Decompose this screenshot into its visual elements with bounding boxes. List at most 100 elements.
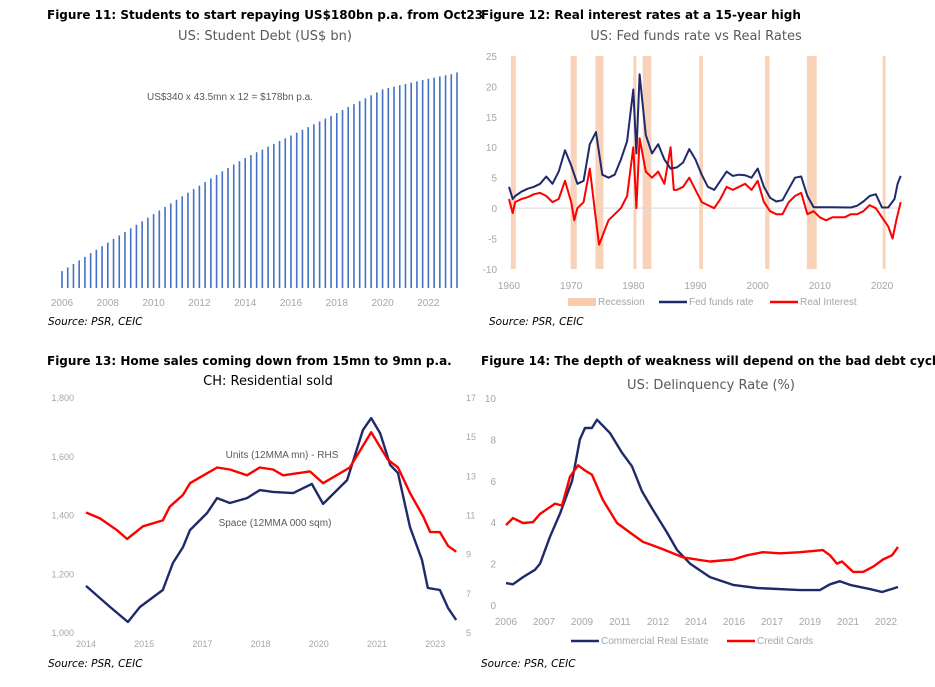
y-left-tick-label: 1,200 (51, 569, 74, 579)
student-debt-bar (347, 107, 350, 288)
student-debt-bar (129, 228, 132, 288)
student-debt-bar (250, 155, 252, 288)
student-debt-bar (364, 98, 367, 288)
student-debt-bar (353, 104, 355, 288)
figure-13-source: Source: PSR, CEIC (48, 658, 143, 670)
y-tick-label: 20 (486, 82, 498, 93)
student-debt-bar (238, 161, 241, 288)
student-debt-bar (284, 138, 287, 288)
student-debt-bar (404, 84, 407, 289)
student-debt-bar (95, 249, 98, 288)
student-debt-bar (370, 95, 372, 288)
x-tick-label: 2017 (761, 617, 784, 628)
student-debt-bar (398, 85, 401, 288)
student-debt-bar (358, 101, 361, 288)
x-tick-label: 2019 (799, 617, 822, 628)
x-tick-label: 1970 (560, 281, 583, 292)
student-debt-bar (330, 115, 332, 288)
student-debt-bar (273, 143, 275, 288)
figure-12-title: Figure 12: Real interest rates at a 15-y… (481, 8, 801, 22)
x-tick-label: 2006 (51, 298, 74, 309)
x-tick-label: 2020 (371, 298, 394, 309)
student-debt-bar (135, 224, 138, 288)
x-tick-label: 2022 (417, 298, 440, 309)
y-right-tick-label: 15 (466, 432, 476, 442)
x-tick-label: 2014 (234, 298, 257, 309)
student-debt-bar (393, 86, 395, 288)
student-debt-bar (301, 129, 304, 288)
figure-14-source: Source: PSR, CEIC (481, 658, 576, 670)
legend-credit-cards-label: Credit Cards (757, 636, 813, 647)
student-debt-bar (152, 214, 155, 288)
student-debt-bar (278, 141, 281, 288)
student-debt-bar (307, 127, 309, 289)
figure-12-source: Source: PSR, CEIC (489, 316, 584, 328)
y-right-tick-label: 13 (466, 471, 476, 481)
student-debt-bar (221, 171, 224, 288)
x-tick-label: 2021 (367, 639, 387, 649)
student-debt-bar (335, 113, 338, 289)
x-tick-label: 2018 (326, 298, 349, 309)
x-tick-label: 1960 (498, 281, 521, 292)
student-debt-bar (433, 77, 435, 288)
student-debt-bar (261, 149, 264, 288)
student-debt-bar (164, 206, 166, 288)
student-debt-bar (101, 246, 103, 288)
credit-cards-line (505, 464, 899, 574)
y-right-tick-label: 11 (466, 511, 475, 521)
x-tick-label: 2020 (309, 639, 329, 649)
student-debt-bar (227, 167, 229, 288)
figure-11-source: Source: PSR, CEIC (48, 316, 143, 328)
x-tick-label: 2008 (97, 298, 120, 309)
student-debt-bar (341, 110, 344, 288)
x-tick-label: 2009 (571, 617, 594, 628)
recession-band (595, 56, 604, 269)
student-debt-bar (318, 121, 321, 289)
student-debt-bar (439, 76, 441, 288)
y-tick-label: -5 (488, 234, 497, 245)
student-debt-bar (72, 263, 75, 288)
student-debt-bar (192, 189, 195, 288)
x-tick-label: 2016 (723, 617, 746, 628)
y-tick-label: 2 (490, 560, 496, 571)
figure-13-title: Figure 13: Home sales coming down from 1… (47, 354, 452, 368)
student-debt-bar (290, 135, 292, 288)
y-tick-label: 15 (486, 113, 498, 124)
legend-fed-funds-label: Fed funds rate (689, 297, 754, 308)
student-debt-bar (66, 267, 69, 288)
student-debt-bar (106, 242, 109, 288)
x-tick-label: 2014 (685, 617, 708, 628)
student-debt-bar (295, 132, 298, 288)
y-tick-label: 10 (485, 394, 497, 405)
figure-14-title: Figure 14: The depth of weakness will de… (481, 354, 935, 368)
fed-funds-rate-line (508, 73, 902, 209)
x-tick-label: 2010 (809, 281, 832, 292)
student-debt-bar (198, 185, 201, 288)
x-tick-label: 2023 (425, 639, 445, 649)
y-right-tick-label: 7 (466, 589, 471, 599)
y-tick-label: 0 (490, 601, 496, 612)
x-tick-label: 2007 (533, 617, 556, 628)
student-debt-bar (450, 74, 453, 288)
x-tick-label: 2021 (837, 617, 860, 628)
real-interest-line (508, 137, 902, 246)
legend-cre-label: Commercial Real Estate (601, 636, 709, 647)
student-debt-bar (215, 174, 218, 288)
y-left-tick-label: 1,400 (51, 511, 74, 521)
figure-13-chart-title: CH: Residential sold (203, 374, 333, 389)
y-tick-label: 4 (490, 518, 496, 529)
student-debt-bar (410, 82, 413, 288)
figure-12-chart-title: US: Fed funds rate vs Real Rates (590, 29, 802, 44)
student-debt-bar (118, 235, 121, 288)
student-debt-bar (416, 81, 418, 288)
space-annotation: Space (12MMA 000 sqm) (219, 518, 332, 529)
student-debt-bar (175, 199, 178, 288)
recession-band (882, 56, 886, 269)
recession-band (806, 56, 817, 269)
y-tick-label: 8 (490, 435, 496, 446)
student-debt-bar (244, 157, 246, 288)
x-tick-label: 2006 (495, 617, 518, 628)
x-tick-label: 2020 (871, 281, 894, 292)
